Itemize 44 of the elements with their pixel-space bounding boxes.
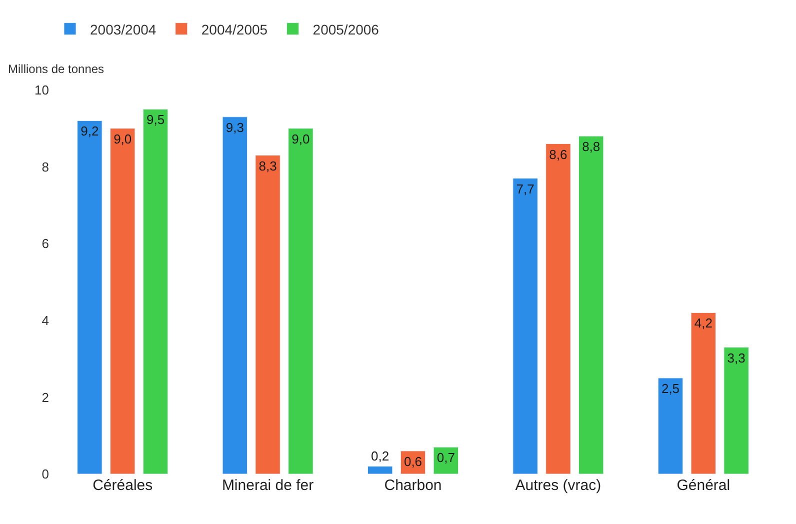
data-label: 0,2 xyxy=(371,448,390,464)
data-label: 8,6 xyxy=(549,146,568,162)
legend-label: 2004/2005 xyxy=(201,21,268,38)
bar xyxy=(368,466,393,474)
bar xyxy=(724,347,749,474)
data-label: 9,3 xyxy=(226,120,244,135)
y-tick-label: 6 xyxy=(42,236,49,252)
y-tick-label: 8 xyxy=(42,159,49,174)
data-label: 2,5 xyxy=(661,381,680,396)
legend-label: 2003/2004 xyxy=(90,21,156,38)
x-tick-label: Minerai de fer xyxy=(222,477,314,494)
data-label: 4,2 xyxy=(694,316,712,331)
y-tick-label: 10 xyxy=(34,82,49,98)
data-label: 3,3 xyxy=(727,350,746,366)
data-label: 0,7 xyxy=(436,450,455,466)
bar xyxy=(658,378,684,474)
x-tick-label: Autres (vrac) xyxy=(515,477,602,494)
y-tick-label: 0 xyxy=(42,466,49,482)
data-label: 9,2 xyxy=(80,124,99,139)
bar xyxy=(433,446,458,474)
bar xyxy=(222,116,248,474)
data-label: 8,8 xyxy=(582,139,600,154)
data-label: 0,6 xyxy=(404,454,422,469)
x-tick-label: Général xyxy=(676,477,730,494)
bar xyxy=(288,128,314,474)
bar xyxy=(255,155,280,474)
data-label: 9,5 xyxy=(146,112,165,128)
bar xyxy=(142,108,168,474)
x-tick-label: Céréales xyxy=(92,477,153,494)
data-label: 9,0 xyxy=(292,131,310,146)
data-label: 9,0 xyxy=(114,131,132,146)
data-label: 8,3 xyxy=(258,158,277,174)
bar xyxy=(546,144,571,474)
bar xyxy=(110,128,136,474)
y-axis-title: Millions de tonnes xyxy=(8,62,104,76)
y-tick-label: 4 xyxy=(42,312,49,328)
bar xyxy=(512,178,538,474)
bar xyxy=(578,136,604,474)
bar xyxy=(690,312,716,474)
data-label: 7,7 xyxy=(516,181,534,196)
bar xyxy=(77,120,102,474)
y-tick-label: 2 xyxy=(42,390,49,405)
x-tick-label: Charbon xyxy=(384,477,442,494)
legend-label: 2005/2006 xyxy=(312,21,380,38)
